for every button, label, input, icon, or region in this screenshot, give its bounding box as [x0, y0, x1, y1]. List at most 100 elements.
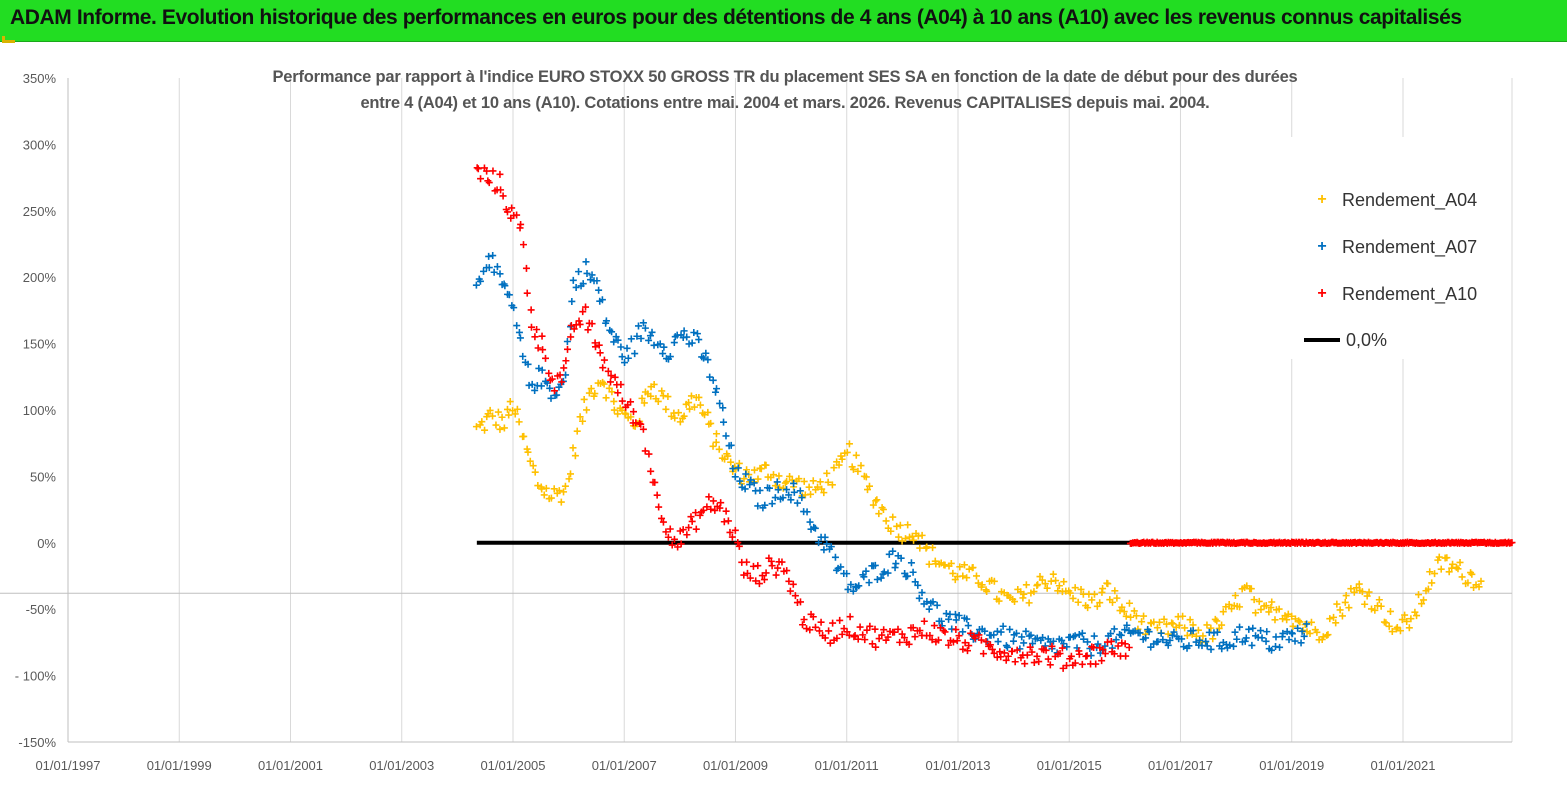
a07-point	[1241, 637, 1249, 645]
a10-point	[786, 587, 794, 595]
a10-point	[711, 506, 719, 514]
a04-point	[1449, 560, 1457, 568]
a10-point	[591, 343, 599, 351]
a10-point	[772, 571, 780, 579]
legend-label-a07: Rendement_A07	[1342, 236, 1478, 257]
a07-point	[505, 291, 513, 299]
a04-point	[818, 485, 826, 493]
a07-point	[582, 258, 590, 266]
a04-point	[1231, 592, 1239, 600]
a07-point	[489, 252, 497, 260]
a10-point	[1110, 650, 1118, 658]
a10-point	[811, 623, 819, 631]
a07-point	[831, 553, 839, 561]
a07-point	[860, 573, 868, 581]
x-tick-label: 01/01/2005	[480, 758, 545, 773]
a10-point	[868, 640, 876, 648]
a07-point	[472, 281, 480, 289]
a10-point	[1004, 652, 1012, 660]
a07-point	[880, 568, 888, 576]
a04-point	[820, 489, 828, 497]
a04-point	[918, 531, 926, 539]
a07-point	[1154, 638, 1162, 646]
a04-point	[638, 394, 646, 402]
a04-point	[1424, 585, 1432, 593]
a04-point	[1109, 598, 1116, 606]
a10-point	[977, 636, 985, 644]
a07-point	[602, 317, 610, 325]
a10-point	[850, 633, 858, 641]
y-tick-label: 350%	[23, 71, 57, 86]
a10-point	[517, 220, 525, 228]
a04-point	[1030, 588, 1038, 596]
a04-point	[889, 513, 897, 521]
a04-point	[1111, 587, 1119, 595]
a04-point	[591, 390, 599, 398]
a10-point	[1118, 639, 1126, 647]
a07-point	[617, 343, 625, 351]
a10-point	[687, 513, 695, 521]
a07-point	[1268, 646, 1276, 654]
a04-point	[1431, 570, 1439, 578]
a10-point	[564, 345, 572, 353]
a10-point	[990, 649, 998, 657]
a10-point	[752, 577, 760, 585]
a07-point	[1003, 643, 1011, 651]
a04-point	[1307, 618, 1315, 626]
a07-point	[716, 399, 724, 407]
a04-point	[1140, 612, 1148, 620]
a10-point	[1000, 649, 1008, 657]
a04-point	[843, 448, 851, 456]
a10-point	[746, 574, 754, 582]
a04-point	[515, 418, 523, 426]
a07-point	[704, 356, 712, 364]
line-marker-icon	[1304, 338, 1340, 342]
a07-point	[884, 569, 892, 577]
a10-point	[1026, 643, 1034, 651]
a07-point	[1226, 641, 1234, 649]
a04-point	[1350, 588, 1358, 596]
a04-point	[1375, 596, 1383, 604]
a07-point	[595, 286, 603, 294]
a07-point	[997, 628, 1005, 636]
a04-point	[503, 405, 511, 413]
a04-point	[472, 423, 480, 431]
a04-point	[925, 560, 933, 568]
a07-point	[871, 561, 879, 569]
a04-point	[614, 410, 622, 418]
a10-point	[1067, 652, 1075, 660]
a07-point	[1107, 630, 1115, 638]
a07-point	[844, 585, 852, 593]
a07-point	[1276, 643, 1284, 651]
a04-point	[904, 521, 912, 529]
a04-point	[1283, 616, 1291, 624]
a04-point	[1093, 602, 1101, 610]
a07-point	[727, 441, 735, 449]
a10-point	[527, 306, 535, 314]
a10-point	[975, 631, 983, 639]
a04-point	[1250, 596, 1258, 604]
a10-point	[645, 450, 653, 458]
a10-point	[959, 645, 967, 653]
a07-point	[1263, 628, 1271, 636]
a10-point	[522, 264, 530, 272]
a10-point	[666, 525, 674, 533]
a10-point	[911, 633, 919, 641]
a10-point	[604, 367, 612, 375]
a04-point	[1020, 590, 1028, 598]
a04-point	[795, 475, 803, 483]
a10-point	[961, 639, 969, 647]
a04-point	[929, 544, 937, 552]
a04-point	[1219, 608, 1227, 616]
a04-point	[1336, 606, 1344, 614]
a04-point	[862, 473, 870, 481]
a04-point	[1255, 597, 1263, 605]
a07-point	[945, 615, 953, 623]
a10-point	[926, 631, 934, 639]
y-tick-label: -50%	[26, 602, 57, 617]
a07-point	[761, 501, 769, 509]
a10-point	[755, 580, 763, 588]
a10-point	[949, 638, 957, 646]
a04-point	[1192, 632, 1200, 640]
a07-point	[1112, 636, 1120, 644]
